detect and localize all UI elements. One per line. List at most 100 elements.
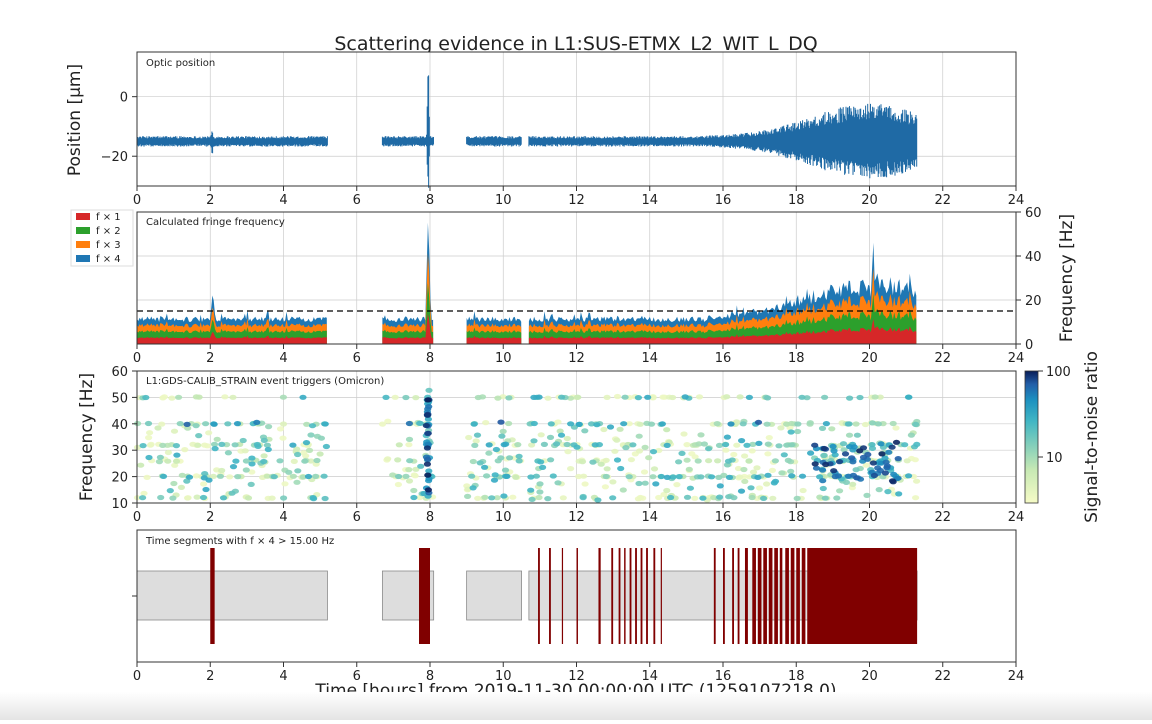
trigger-point	[549, 473, 557, 479]
trigger-point	[154, 425, 162, 431]
trigger-point	[635, 480, 643, 487]
trigger-point	[247, 481, 255, 487]
trigger-point	[557, 432, 566, 438]
trigger-point	[482, 420, 490, 426]
trigger-point	[242, 458, 250, 464]
xtick-label: 8	[426, 351, 434, 366]
p3-ylabel: Frequency [Hz]	[77, 373, 97, 501]
trigger-point	[622, 445, 630, 451]
trigger-point	[424, 430, 432, 436]
trigger-point	[663, 474, 671, 480]
trigger-point	[185, 474, 194, 480]
trigger-point	[410, 487, 418, 494]
trigger-point	[793, 495, 801, 501]
trigger-point	[775, 443, 783, 449]
trigger-point	[209, 473, 217, 479]
trigger-point	[301, 458, 309, 464]
trigger-point	[811, 442, 819, 448]
xtick-label: 16	[715, 351, 732, 366]
trigger-point	[170, 428, 179, 434]
trigger-point	[294, 451, 302, 458]
trigger-point	[567, 466, 575, 472]
active-segment-30	[801, 548, 806, 644]
trigger-point	[787, 442, 796, 448]
xtick-label: 14	[641, 510, 658, 525]
trigger-point	[514, 442, 522, 448]
trigger-point	[199, 494, 208, 501]
trigger-point	[862, 462, 870, 468]
xtick-label: 4	[279, 510, 287, 525]
trigger-point	[303, 421, 311, 427]
trigger-point	[566, 395, 575, 401]
trigger-point	[769, 495, 777, 501]
trigger-point	[667, 494, 675, 501]
trigger-point	[784, 457, 792, 463]
trigger-point	[901, 442, 909, 448]
trigger-point	[470, 421, 478, 427]
xtick-label: 20	[861, 669, 878, 684]
trigger-point	[317, 435, 325, 441]
p2-panel-title: Calculated fringe frequency	[146, 217, 285, 228]
trigger-point	[778, 470, 786, 476]
trigger-point	[798, 394, 806, 400]
trigger-point	[233, 421, 242, 427]
trigger-point	[290, 458, 298, 464]
trigger-point	[881, 470, 890, 476]
xtick-label: 6	[353, 351, 361, 366]
trigger-point	[723, 394, 731, 400]
colorbar-label: Signal-to-noise ratio	[1082, 351, 1102, 523]
trigger-point	[754, 419, 763, 425]
trigger-point	[312, 473, 320, 479]
trigger-point	[641, 480, 649, 486]
trigger-point	[736, 394, 744, 400]
trigger-point	[768, 467, 777, 473]
trigger-point	[895, 491, 903, 497]
trigger-point	[200, 481, 208, 487]
trigger-point	[139, 495, 147, 501]
trigger-point	[558, 394, 566, 400]
p2-legend: f × 1 f × 2 f × 3 f × 4	[70, 209, 134, 267]
trigger-point	[913, 441, 921, 447]
trigger-point	[705, 446, 713, 452]
xtick-label: 24	[1008, 193, 1025, 208]
trigger-point	[770, 480, 778, 486]
trigger-point	[173, 452, 181, 458]
trigger-point	[200, 475, 208, 481]
trigger-point	[856, 394, 864, 401]
trigger-point	[553, 441, 561, 447]
trigger-point	[265, 424, 273, 430]
trigger-point	[536, 489, 544, 495]
trigger-point	[678, 450, 686, 456]
trigger-point	[464, 493, 472, 499]
trigger-point	[242, 467, 250, 473]
trigger-point	[219, 495, 228, 501]
known-segment-2	[466, 570, 522, 621]
trigger-point	[218, 467, 226, 474]
trigger-point	[725, 474, 734, 480]
trigger-point	[417, 463, 425, 469]
trigger-point	[836, 488, 844, 494]
trigger-point	[195, 433, 203, 439]
trigger-point	[787, 468, 795, 474]
trigger-point	[912, 495, 920, 501]
trigger-point	[587, 421, 596, 427]
trigger-point	[748, 494, 756, 501]
trigger-point	[634, 395, 643, 401]
xtick-label: 10	[495, 669, 512, 684]
trigger-point	[201, 471, 209, 477]
trigger-point	[635, 448, 644, 454]
trigger-point	[905, 473, 913, 479]
trigger-point	[816, 474, 824, 480]
trigger-point	[611, 448, 619, 454]
trigger-point	[563, 435, 571, 442]
fringe-area-f2-seg3	[528, 293, 917, 344]
trigger-point	[878, 451, 886, 457]
trigger-point	[205, 430, 213, 436]
trigger-point	[178, 472, 186, 478]
trigger-point	[602, 457, 610, 463]
trigger-point	[727, 421, 735, 427]
trigger-point	[169, 495, 177, 501]
trigger-point	[168, 395, 176, 401]
active-segment-10	[629, 548, 632, 644]
